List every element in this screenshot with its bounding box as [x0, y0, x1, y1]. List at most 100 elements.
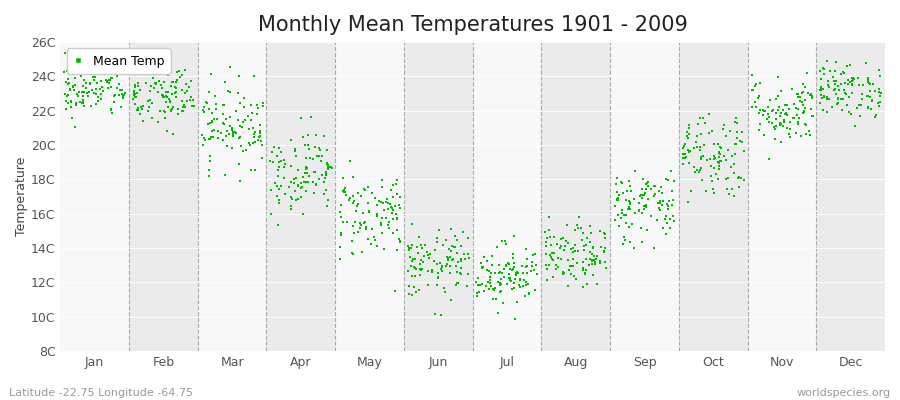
Point: [256, 102, 270, 109]
Point: [408, 255, 422, 262]
Point: [243, 167, 257, 174]
Point: [202, 173, 217, 179]
Point: [224, 124, 238, 131]
Point: [573, 224, 588, 231]
Point: [60, 68, 75, 74]
Point: [333, 244, 347, 250]
Point: [405, 221, 419, 227]
Point: [95, 69, 110, 75]
Point: [417, 253, 431, 259]
Point: [538, 229, 553, 235]
Point: [434, 312, 448, 318]
Point: [319, 168, 333, 175]
Point: [59, 93, 74, 99]
Point: [116, 64, 130, 70]
Point: [454, 264, 468, 271]
Bar: [335, 42, 404, 351]
Point: [782, 134, 796, 140]
Point: [471, 275, 485, 281]
Point: [208, 92, 222, 99]
Point: [430, 274, 445, 280]
Bar: [266, 42, 335, 351]
Point: [547, 250, 562, 256]
Point: [647, 191, 662, 197]
Point: [633, 192, 647, 199]
Point: [486, 286, 500, 292]
Bar: [198, 42, 266, 351]
Point: [525, 262, 539, 269]
Point: [389, 181, 403, 188]
Point: [176, 108, 191, 114]
Point: [72, 89, 86, 95]
Point: [712, 150, 726, 156]
Point: [165, 79, 179, 85]
Point: [782, 131, 796, 138]
Point: [105, 110, 120, 116]
Point: [692, 168, 706, 175]
Point: [250, 136, 265, 143]
Point: [551, 264, 565, 270]
Point: [312, 153, 327, 160]
Point: [869, 112, 884, 118]
Point: [484, 270, 499, 276]
Point: [171, 111, 185, 118]
Point: [765, 120, 779, 126]
Point: [659, 231, 673, 237]
Point: [252, 134, 266, 141]
Point: [526, 267, 541, 274]
Point: [854, 91, 868, 98]
Point: [392, 239, 407, 245]
Point: [165, 91, 179, 98]
Point: [678, 155, 692, 162]
Point: [874, 90, 888, 96]
Point: [822, 96, 836, 103]
Point: [148, 56, 163, 63]
Point: [274, 149, 288, 155]
Point: [501, 271, 516, 277]
Point: [334, 232, 348, 238]
Point: [772, 120, 787, 127]
Point: [407, 264, 421, 270]
Point: [578, 271, 592, 277]
Point: [287, 188, 302, 194]
Point: [296, 174, 310, 180]
Point: [76, 100, 90, 107]
Point: [570, 276, 584, 282]
Point: [374, 198, 389, 205]
Point: [570, 260, 584, 266]
Point: [444, 296, 458, 303]
Point: [336, 219, 350, 225]
Point: [169, 94, 184, 100]
Point: [158, 115, 172, 121]
Point: [94, 84, 109, 90]
Point: [555, 268, 570, 275]
Point: [163, 107, 177, 114]
Point: [583, 239, 598, 246]
Point: [722, 191, 736, 197]
Point: [822, 84, 836, 91]
Point: [571, 247, 585, 254]
Point: [220, 143, 234, 150]
Point: [778, 102, 792, 108]
Point: [865, 96, 879, 103]
Point: [852, 113, 867, 119]
Point: [778, 111, 792, 117]
Point: [843, 62, 858, 69]
Point: [415, 245, 429, 251]
Point: [483, 270, 498, 276]
Point: [102, 70, 116, 77]
Point: [106, 93, 121, 99]
Point: [762, 114, 777, 120]
Point: [752, 121, 767, 127]
Point: [255, 154, 269, 161]
Point: [461, 270, 475, 277]
Point: [830, 100, 844, 107]
Point: [849, 123, 863, 129]
Point: [577, 247, 591, 254]
Point: [168, 78, 183, 85]
Point: [687, 145, 701, 152]
Point: [680, 135, 695, 141]
Point: [247, 134, 261, 141]
Point: [776, 122, 790, 129]
Point: [173, 74, 187, 80]
